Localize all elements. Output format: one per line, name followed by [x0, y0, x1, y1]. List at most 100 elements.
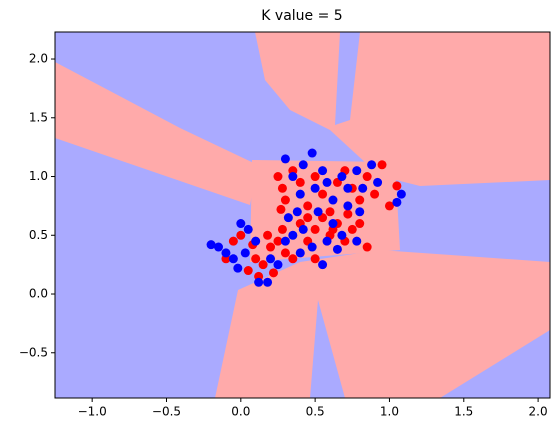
point: [307, 242, 317, 252]
point: [295, 177, 305, 187]
point: [352, 236, 362, 246]
point: [362, 172, 372, 182]
point: [280, 248, 290, 258]
point: [322, 236, 332, 246]
point: [377, 160, 387, 170]
point: [221, 248, 231, 258]
point: [243, 266, 253, 276]
point: [277, 224, 287, 234]
region-blue: [335, 32, 360, 125]
point: [310, 183, 320, 193]
point: [288, 254, 298, 264]
point: [266, 254, 276, 264]
point: [367, 160, 377, 170]
point: [251, 236, 261, 246]
point: [251, 254, 261, 264]
point: [292, 207, 302, 217]
point: [303, 201, 313, 211]
x-tick-label: 2.0: [529, 405, 548, 419]
point: [358, 183, 368, 193]
point: [392, 181, 402, 191]
point: [236, 230, 246, 240]
point: [295, 248, 305, 258]
point: [343, 183, 353, 193]
point: [288, 230, 298, 240]
region-red: [55, 62, 258, 205]
y-tick-label: 0.0: [29, 287, 48, 301]
point: [337, 230, 347, 240]
point: [343, 209, 353, 219]
x-tick-label: −0.5: [152, 405, 181, 419]
point: [396, 189, 406, 199]
y-tick-label: 2.0: [29, 52, 48, 66]
point: [243, 224, 253, 234]
plot-frame: [54, 31, 551, 399]
point: [328, 219, 338, 229]
point: [298, 160, 308, 170]
point: [322, 177, 332, 187]
region-blue: [310, 300, 345, 398]
point: [273, 236, 283, 246]
point: [240, 248, 250, 258]
point: [303, 213, 313, 223]
point: [228, 254, 238, 264]
point: [295, 189, 305, 199]
point: [254, 277, 264, 287]
point: [355, 207, 365, 217]
point: [373, 177, 383, 187]
x-tick-label: −1.0: [78, 405, 107, 419]
point: [355, 195, 365, 205]
x-tick-label: 0.5: [306, 405, 325, 419]
point: [355, 219, 365, 229]
point: [206, 240, 216, 250]
point: [258, 260, 268, 270]
point: [273, 172, 283, 182]
point: [318, 166, 328, 176]
point: [325, 207, 335, 217]
point: [310, 224, 320, 234]
point: [362, 242, 372, 252]
point: [307, 148, 317, 158]
y-tick-label: 1.5: [29, 110, 48, 124]
point: [337, 172, 347, 182]
point: [318, 189, 328, 199]
point: [370, 189, 380, 199]
region-red: [255, 32, 550, 186]
x-tick-label: 1.0: [380, 405, 399, 419]
point: [332, 244, 342, 254]
y-tick-label: 1.0: [29, 169, 48, 183]
point: [343, 201, 353, 211]
point: [273, 260, 283, 270]
decision-regions: [55, 32, 550, 398]
point: [266, 242, 276, 252]
point: [214, 242, 224, 252]
point: [310, 172, 320, 182]
chart-title: K value = 5: [261, 8, 342, 24]
point: [392, 197, 402, 207]
point: [263, 277, 273, 287]
point: [318, 260, 328, 270]
point: [384, 201, 394, 211]
point: [269, 268, 279, 278]
point: [228, 236, 238, 246]
point: [328, 195, 338, 205]
point: [263, 230, 273, 240]
point: [283, 213, 293, 223]
point: [277, 183, 287, 193]
x-tick-label: 1.5: [454, 405, 473, 419]
point: [347, 224, 357, 234]
point: [280, 154, 290, 164]
y-tick-label: 0.5: [29, 228, 48, 242]
point: [276, 204, 286, 214]
region-red: [215, 250, 550, 398]
point: [313, 207, 323, 217]
point: [352, 166, 362, 176]
point: [298, 224, 308, 234]
point: [236, 219, 246, 229]
point: [310, 254, 320, 264]
x-tick-label: 0.0: [231, 405, 250, 419]
point: [288, 172, 298, 182]
point: [280, 195, 290, 205]
point: [280, 236, 290, 246]
